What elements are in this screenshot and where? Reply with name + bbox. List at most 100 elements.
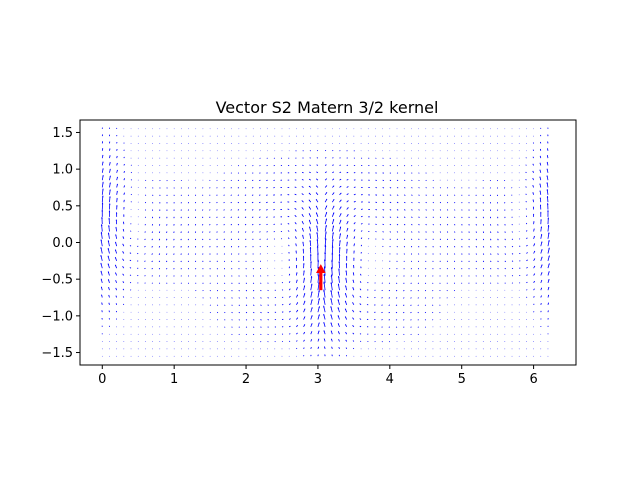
field-arrow [331,218,335,225]
field-arrow [310,261,312,269]
field-arrow [209,238,211,241]
field-arrow [151,282,153,284]
field-arrow [209,253,211,255]
field-arrow [546,155,549,159]
field-arrow [424,297,427,299]
field-arrow [181,341,182,342]
field-arrow [310,346,312,350]
field-arrow [303,355,305,357]
field-arrow [504,245,506,248]
field-arrow [231,135,233,137]
field-arrow [158,231,161,234]
field-arrow [308,199,312,203]
field-arrow [310,128,312,130]
field-arrow [547,302,549,305]
field-arrow [446,260,448,262]
field-arrow [403,231,406,233]
field-arrow [461,150,463,152]
field-arrow [504,157,506,159]
field-arrow [144,253,146,255]
field-arrow [446,157,448,159]
field-arrow [274,341,276,343]
field-arrow [518,304,520,306]
field-arrow [187,202,189,204]
field-arrow [231,268,233,270]
field-arrow [274,311,277,313]
field-arrow [417,333,419,336]
field-arrow [339,219,342,225]
field-arrow [468,187,470,189]
field-arrow [303,128,304,130]
field-arrow [231,341,233,342]
field-arrow [375,355,376,357]
field-arrow [361,165,363,166]
field-arrow [267,289,269,292]
field-arrow [109,155,111,159]
field-arrow [482,224,484,226]
field-arrow [317,128,319,130]
field-arrow [166,231,168,234]
field-arrow [352,317,355,320]
field-arrow [454,260,456,262]
field-arrow [396,275,398,277]
field-arrow [224,275,226,277]
field-arrow [316,225,319,232]
field-arrow [130,355,132,357]
field-arrow [475,341,477,342]
field-arrow [230,179,232,182]
field-arrow [166,333,168,335]
field-arrow [109,134,111,137]
field-arrow [123,348,125,350]
field-arrow [403,246,405,248]
field-arrow [224,319,226,321]
field-arrow [526,230,528,232]
field-arrow [504,194,506,196]
field-arrow [260,304,262,306]
field-arrow [396,348,398,350]
field-arrow [533,288,535,291]
field-arrow [316,171,319,174]
field-arrow [173,355,175,357]
field-arrow [511,135,513,137]
field-arrow [259,179,261,182]
field-arrow [518,128,520,130]
field-arrow [223,187,225,189]
field-arrow [323,338,326,342]
field-arrow [339,128,340,130]
field-arrow [302,234,304,239]
field-arrow [116,162,118,166]
field-arrow [475,246,477,248]
field-arrow [108,325,110,327]
field-arrow [547,255,550,261]
field-arrow [353,236,356,239]
field-arrow [338,254,341,261]
field-arrow [497,165,498,166]
field-arrow [361,194,363,196]
field-arrow [224,260,225,262]
field-arrow [425,341,427,342]
field-arrow [381,319,383,321]
field-arrow [382,355,383,357]
field-arrow [454,194,456,196]
field-arrow [166,297,168,298]
field-arrow [330,330,333,335]
field-arrow [224,304,226,306]
field-arrow [216,355,218,357]
field-arrow [188,282,189,284]
field-arrow [504,333,506,335]
field-arrow [547,210,549,217]
field-arrow [238,326,240,328]
field-arrow [403,275,405,277]
field-arrow [195,143,197,144]
field-arrow [468,260,470,263]
field-arrow [310,307,313,313]
field-arrow [338,346,340,350]
field-arrow [403,157,405,159]
field-arrow [540,355,542,357]
field-arrow [511,355,513,357]
field-arrow [454,348,455,350]
field-arrow [180,187,182,189]
field-arrow [280,223,283,225]
field-arrow [180,275,182,277]
field-arrow [331,192,335,196]
